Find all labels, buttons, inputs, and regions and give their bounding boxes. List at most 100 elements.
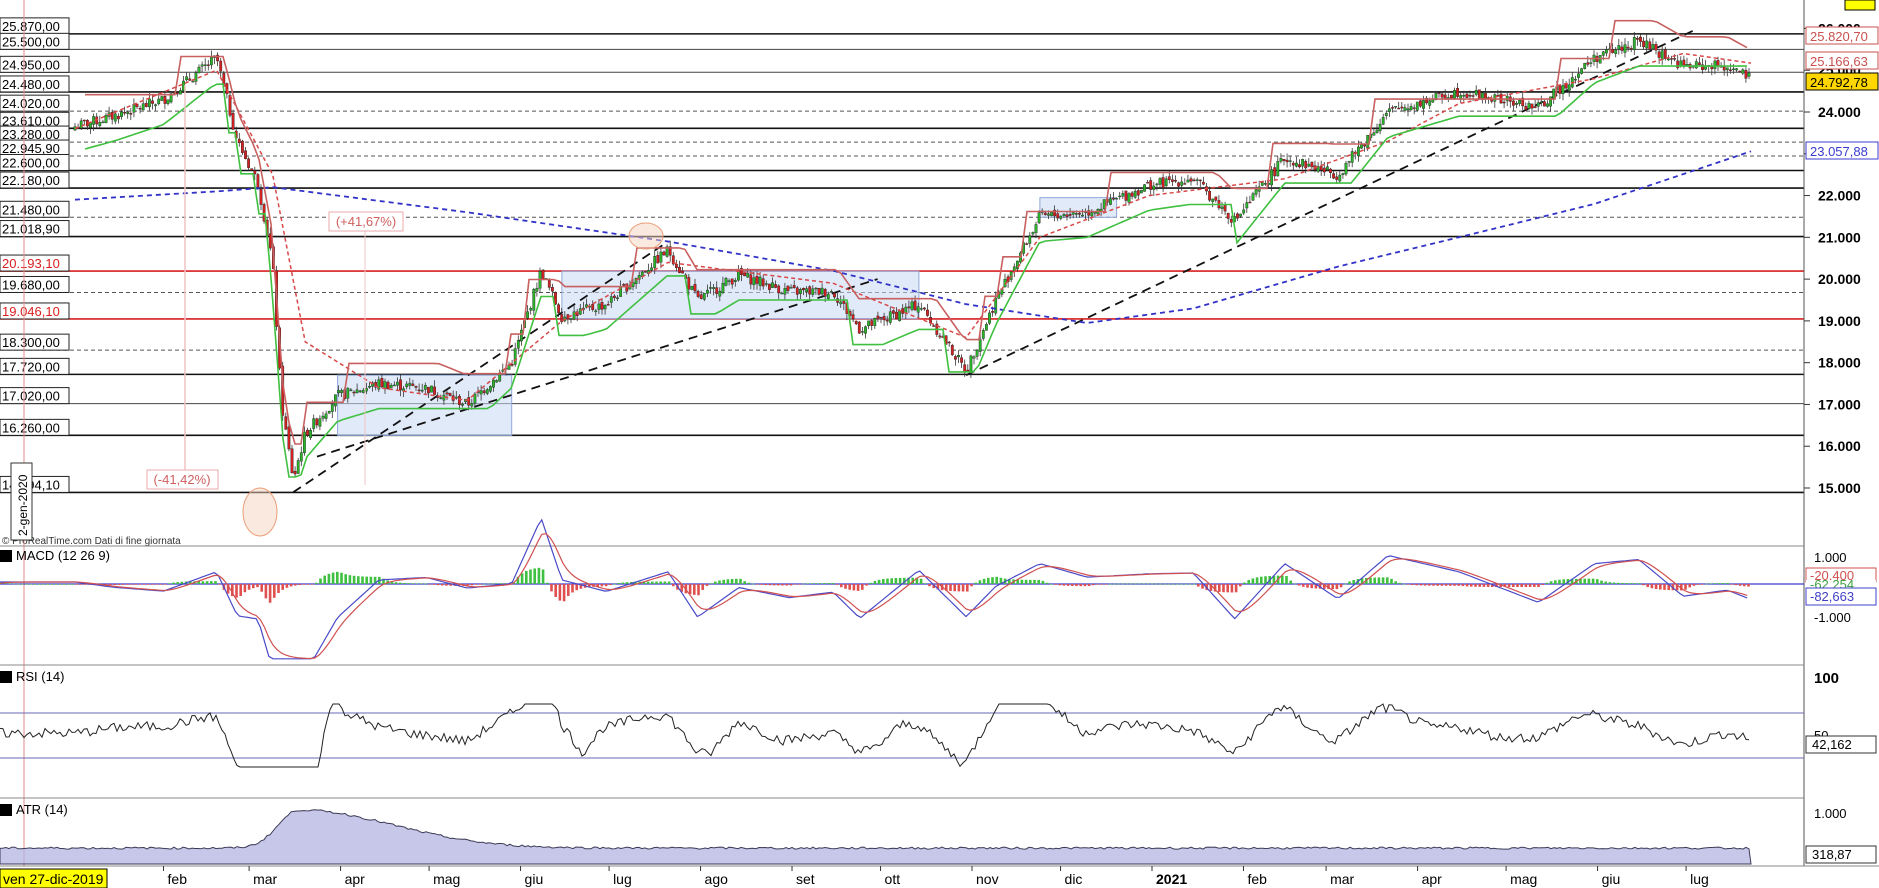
candle-body (572, 311, 576, 320)
candle-body (489, 386, 492, 392)
candle-body (116, 115, 120, 120)
macd-bar (802, 583, 805, 585)
macd-bar (949, 584, 952, 592)
macd-bar (743, 581, 746, 584)
candle-body (526, 311, 530, 319)
macd-bar (1621, 582, 1624, 584)
candle-body (411, 383, 415, 386)
macd-bar (1633, 583, 1637, 584)
trendline (292, 240, 669, 493)
candle-body (1626, 46, 1630, 49)
macd-bar (445, 584, 448, 586)
candle-body (644, 271, 647, 273)
macd-bar (205, 581, 209, 584)
candle-body (1524, 106, 1528, 110)
macd-bar (163, 584, 167, 585)
candle-body (1378, 123, 1382, 132)
candle-body (786, 285, 790, 291)
macd-bar (953, 584, 956, 592)
candle-body (197, 66, 201, 73)
candle-body (386, 381, 390, 390)
macd-bar (554, 584, 557, 597)
candle-body (1586, 62, 1590, 65)
macd-bar (1016, 579, 1019, 584)
candle-body (1604, 49, 1608, 54)
macd-bar (667, 581, 671, 584)
candle-body (178, 90, 182, 95)
macd-bar (877, 579, 881, 584)
macd-bar (781, 584, 784, 586)
candle-body (634, 277, 638, 284)
macd-bar (1583, 578, 1586, 584)
candle-body (1394, 106, 1398, 108)
macd-bar (1255, 577, 1259, 584)
macd-bar (739, 578, 742, 584)
candle-body (1279, 158, 1283, 162)
macd-bar (1113, 583, 1116, 585)
macd-bar (995, 576, 998, 584)
value-tag-box (1805, 141, 1879, 160)
macd-bar (903, 577, 906, 584)
macd-bar (1134, 583, 1137, 585)
macd-bar (1680, 584, 1683, 591)
macd-bar (1159, 583, 1162, 585)
candle-body (1549, 96, 1553, 107)
candle-body (445, 392, 449, 395)
macd-bar (1020, 579, 1024, 584)
candle-body (1384, 112, 1388, 116)
candle-body (1211, 198, 1215, 202)
macd-bar (600, 584, 604, 587)
candle-body (513, 348, 517, 365)
macd-bar (424, 583, 427, 585)
macd-bar (882, 579, 885, 584)
macd-bar (1008, 579, 1011, 584)
macd-bar (705, 584, 709, 586)
macd-bar (1121, 583, 1124, 585)
candle-body (1074, 213, 1078, 215)
macd-bar (1558, 579, 1561, 584)
candle-body (1223, 204, 1227, 212)
candle-body (1016, 260, 1019, 270)
macd-bar (1545, 582, 1549, 584)
rsi-value-box (1805, 735, 1877, 754)
candle-body (681, 270, 685, 274)
macd-bar (1050, 583, 1053, 585)
macd-bar (1251, 578, 1255, 584)
candle-body (324, 413, 328, 419)
candle-body (861, 331, 864, 333)
candle-body (1391, 107, 1394, 109)
macd-bar (1646, 584, 1649, 588)
macd-bar (987, 577, 990, 584)
level-label-box (0, 254, 70, 272)
candle-body (1214, 196, 1218, 201)
macd-bar (1562, 579, 1565, 584)
macd-title: MACD (12 26 9) (16, 548, 110, 563)
candle-body (250, 168, 254, 171)
level-label: 17.720,00 (2, 359, 60, 374)
candle-body (938, 335, 942, 338)
candle-body (873, 318, 877, 326)
candle-body (216, 54, 219, 62)
candle-body (163, 96, 167, 104)
macd-bar (701, 584, 704, 590)
macd-bar (315, 582, 318, 584)
candle-body (1338, 174, 1342, 182)
macd-bar (151, 584, 154, 585)
time-axis-label: mag (433, 871, 460, 887)
macd-bar (1726, 583, 1729, 584)
macd-bar (1512, 584, 1515, 587)
macd-bar (1285, 575, 1288, 584)
atr-value-box (1805, 845, 1877, 864)
macd-bar (1344, 583, 1347, 585)
macd-line (0, 518, 1748, 660)
macd-bar (1684, 584, 1687, 590)
macd-bar (1402, 583, 1406, 585)
macd-scale-bottom: -1.000 (1814, 610, 1851, 625)
candle-body (975, 349, 979, 357)
macd-bar (487, 583, 490, 585)
candle-body (1614, 49, 1618, 54)
candle-body (315, 418, 319, 426)
macd-bar (1117, 583, 1120, 585)
candle-body (1453, 89, 1456, 99)
macd-bar (1192, 583, 1196, 585)
